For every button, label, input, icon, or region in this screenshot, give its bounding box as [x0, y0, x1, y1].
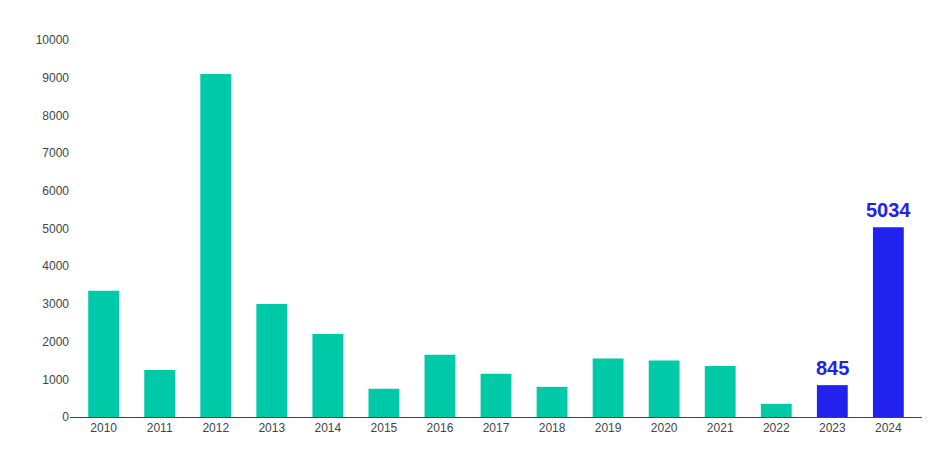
svg-text:6000: 6000 — [42, 184, 69, 198]
svg-text:5034: 5034 — [866, 199, 911, 221]
svg-text:2000: 2000 — [42, 335, 69, 349]
svg-text:2016: 2016 — [427, 421, 454, 435]
svg-text:2010: 2010 — [90, 421, 117, 435]
svg-text:2013: 2013 — [258, 421, 285, 435]
svg-text:9000: 9000 — [42, 71, 69, 85]
svg-text:2018: 2018 — [539, 421, 566, 435]
svg-text:2024: 2024 — [875, 421, 902, 435]
svg-text:2012: 2012 — [202, 421, 229, 435]
svg-text:845: 845 — [816, 357, 849, 379]
svg-text:2015: 2015 — [371, 421, 398, 435]
svg-text:2023: 2023 — [819, 421, 846, 435]
svg-text:2017: 2017 — [483, 421, 510, 435]
svg-text:2019: 2019 — [595, 421, 622, 435]
svg-text:1000: 1000 — [42, 373, 69, 387]
svg-text:2021: 2021 — [707, 421, 734, 435]
svg-text:7000: 7000 — [42, 146, 69, 160]
svg-text:2020: 2020 — [651, 421, 678, 435]
svg-text:5000: 5000 — [42, 222, 69, 236]
svg-text:2014: 2014 — [314, 421, 341, 435]
svg-text:3000: 3000 — [42, 297, 69, 311]
svg-text:10000: 10000 — [36, 33, 70, 47]
svg-text:2022: 2022 — [763, 421, 790, 435]
svg-text:2011: 2011 — [147, 421, 173, 435]
svg-text:0: 0 — [62, 410, 69, 424]
svg-text:4000: 4000 — [42, 259, 69, 273]
svg-text:8000: 8000 — [42, 109, 69, 123]
